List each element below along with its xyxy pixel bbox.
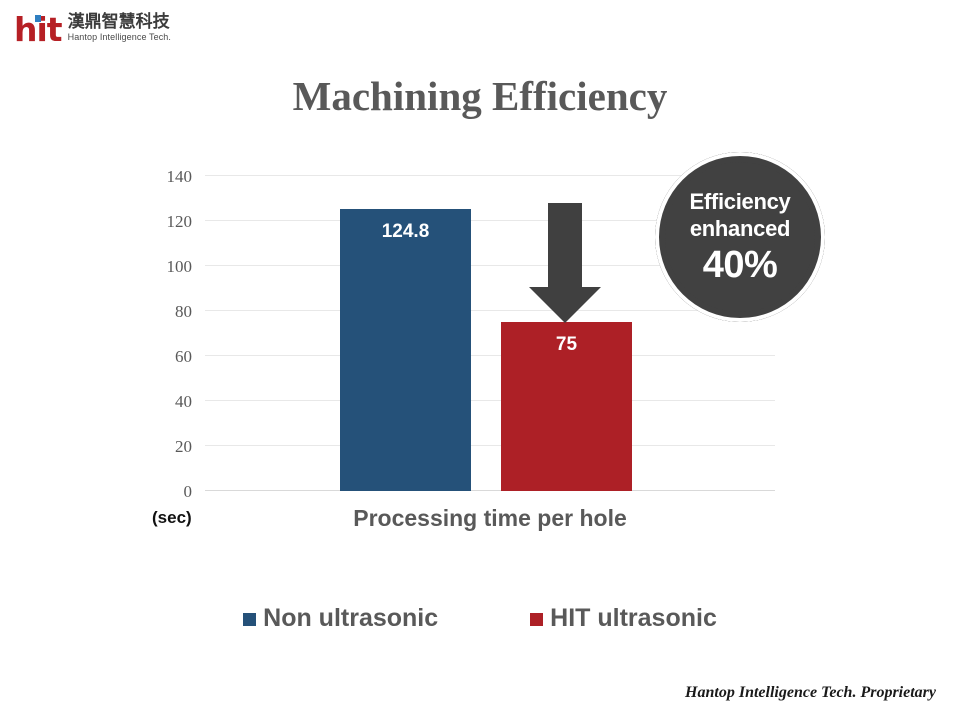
x-axis-line — [205, 490, 775, 491]
bar-value-label: 75 — [555, 333, 578, 355]
badge-line-1: Efficiency — [689, 188, 791, 214]
gridline — [205, 310, 775, 311]
legend-label: HIT ultrasonic — [550, 604, 717, 632]
down-arrow-icon — [527, 203, 603, 325]
legend-swatch-icon — [243, 613, 257, 626]
badge-line-2: enhanced — [689, 215, 791, 241]
logo-wordmark: hit — [14, 13, 63, 46]
y-tick-label: 120 — [166, 212, 193, 231]
y-tick-label: 40 — [175, 392, 192, 411]
plot-area: 124.8 75 — [205, 175, 775, 491]
badge-value: 40% — [702, 243, 778, 286]
gridline — [205, 265, 775, 266]
x-axis-title: Processing time per hole — [353, 505, 627, 531]
gridline — [205, 445, 775, 446]
y-tick-label: 80 — [175, 302, 192, 321]
y-tick-label: 20 — [175, 437, 192, 456]
legend-item-hit-ultrasonic[interactable]: HIT ultrasonic — [530, 603, 717, 633]
y-axis-unit-label: (sec) — [152, 508, 192, 527]
efficiency-badge: Efficiency enhanced 40% — [655, 152, 825, 322]
legend-item-non-ultrasonic[interactable]: Non ultrasonic — [243, 603, 438, 633]
logo-text-block: 漢鼎智慧科技 Hantop Intelligence Tech. — [68, 13, 171, 43]
gridline — [205, 220, 775, 221]
gridline — [205, 175, 775, 176]
logo-chinese-name: 漢鼎智慧科技 — [67, 12, 170, 32]
chart-legend: Non ultrasonic HIT ultrasonic — [0, 603, 960, 633]
y-tick-label: 0 — [183, 482, 193, 501]
bar-value-label: 124.8 — [381, 221, 430, 243]
legend-label: Non ultrasonic — [263, 604, 439, 632]
legend-swatch-icon — [530, 613, 544, 626]
company-logo: hit 漢鼎智慧科技 Hantop Intelligence Tech. — [14, 10, 214, 50]
logo-english-name: Hantop Intelligence Tech. — [67, 32, 171, 42]
gridline — [205, 400, 775, 401]
gridline — [205, 355, 775, 356]
bar-hit-ultrasonic[interactable]: 75 — [501, 321, 632, 491]
bar-non-ultrasonic[interactable]: 124.8 — [340, 209, 471, 491]
y-tick-label: 60 — [175, 347, 192, 366]
page-title: Machining Efficiency — [292, 73, 668, 119]
y-tick-label: 140 — [166, 167, 193, 186]
y-tick-label: 100 — [166, 257, 193, 276]
footer-proprietary-notice: Hantop Intelligence Tech. Proprietary — [685, 684, 936, 701]
logo-i-dot-icon — [35, 15, 41, 22]
